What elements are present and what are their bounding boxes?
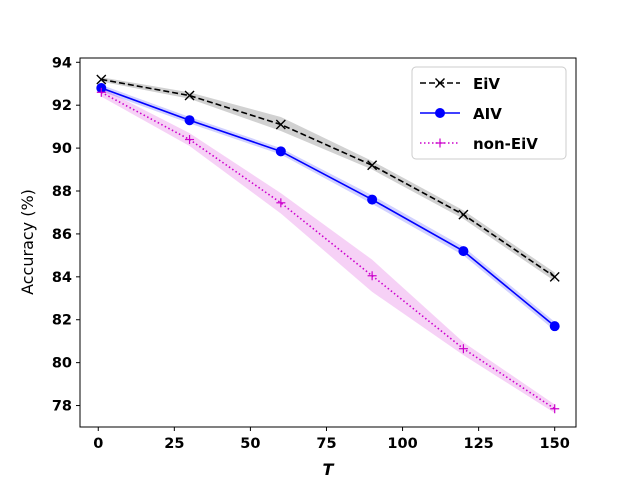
point-aiv-1 <box>184 115 195 126</box>
legend-label-aiv: AIV <box>473 105 502 123</box>
point-non-eiv-0 <box>96 87 106 97</box>
point-aiv-5 <box>549 321 560 332</box>
point-non-eiv-3 <box>367 271 377 281</box>
y-tick-label: 82 <box>52 313 72 329</box>
y-tick-label: 88 <box>52 184 72 200</box>
x-axis-ticks: 0 25 50 75 100 125 150 <box>93 427 570 452</box>
x-tick-label: 100 <box>387 436 417 452</box>
y-tick-label: 78 <box>52 399 72 415</box>
y-tick-label: 80 <box>52 356 72 372</box>
y-tick-label: 90 <box>52 141 72 157</box>
point-aiv-3 <box>367 194 378 205</box>
point-non-eiv-5 <box>550 404 560 414</box>
point-aiv-2 <box>275 146 286 157</box>
y-tick-label: 92 <box>52 98 72 114</box>
legend-box <box>411 66 567 160</box>
legend: EiV AIV non-EiV <box>411 66 567 160</box>
point-eiv-4 <box>458 209 469 220</box>
x-tick-label: 0 <box>93 436 103 452</box>
point-aiv-4 <box>458 246 469 257</box>
legend-marker-aiv <box>435 108 445 118</box>
x-tick-label: 150 <box>540 436 570 452</box>
point-eiv-1 <box>184 90 195 101</box>
legend-marker-eiv <box>435 78 445 88</box>
line-aiv <box>101 87 556 327</box>
line-eiv <box>101 78 556 278</box>
y-tick-label: 84 <box>52 270 72 286</box>
x-axis-label: T <box>323 460 335 479</box>
legend-label-eiv: EiV <box>473 75 500 93</box>
point-eiv-5 <box>549 271 560 282</box>
legend-marker-non-eiv <box>435 138 445 148</box>
point-eiv-2 <box>275 119 286 130</box>
y-tick-label: 94 <box>52 55 72 71</box>
y-tick-label: 86 <box>52 227 72 243</box>
x-tick-label: 125 <box>463 436 493 452</box>
point-non-eiv-4 <box>458 344 468 354</box>
point-eiv-3 <box>367 160 378 171</box>
series-lines <box>100 78 556 410</box>
series-markers <box>96 74 560 414</box>
x-tick-label: 25 <box>164 436 184 452</box>
x-tick-label: 75 <box>316 436 336 452</box>
plot-frame <box>79 57 577 428</box>
y-axis-label: Accuracy (%) <box>18 189 37 295</box>
y-axis-ticks: 78 80 82 84 86 88 90 92 94 <box>52 55 80 415</box>
point-non-eiv-2 <box>276 198 286 208</box>
point-non-eiv-1 <box>185 135 195 145</box>
legend-label-non-eiv: non-EiV <box>473 135 538 153</box>
point-eiv-0 <box>96 74 107 85</box>
x-tick-label: 50 <box>240 436 260 452</box>
